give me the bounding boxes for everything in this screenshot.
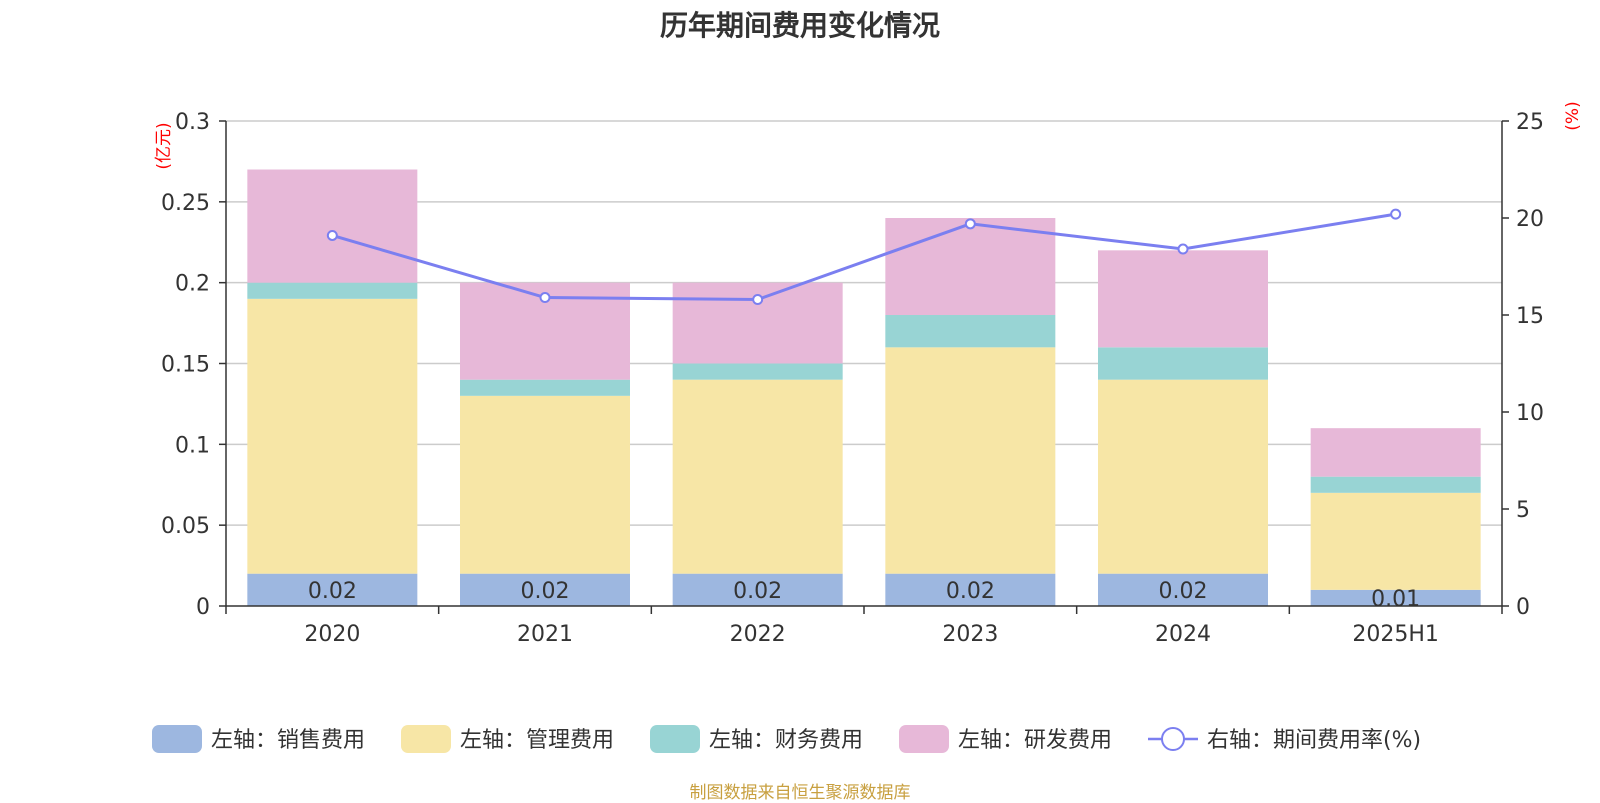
bar-segment: [460, 573, 630, 606]
legend-item: 左轴：销售费用: [152, 725, 365, 753]
stacked-bars: [247, 169, 1481, 606]
bar-data-label: 0.02: [946, 579, 995, 604]
legend-item: 右轴：期间费用率(%): [1148, 727, 1421, 753]
bar-segment: [672, 379, 843, 574]
bar-segment: [885, 315, 1056, 348]
legend-label: 左轴：销售费用: [211, 728, 365, 753]
bar-segment: [247, 282, 418, 299]
left-tick-label: 0.1: [175, 433, 210, 458]
rate-line-point: [326, 229, 338, 241]
bar-segment: [1310, 428, 1481, 477]
x-tick-label: 2022: [730, 622, 786, 647]
bar-segment: [247, 298, 418, 574]
bar-segment: [672, 363, 843, 380]
legend-item: 左轴：研发费用: [899, 725, 1112, 753]
left-tick-label: 0.25: [161, 191, 210, 216]
legend-swatch: [650, 725, 700, 753]
left-tick-label: 0.05: [161, 514, 210, 539]
chart-title: 历年期间费用变化情况: [659, 9, 940, 42]
right-tick-label: 5: [1516, 498, 1530, 523]
rate-line-point: [752, 293, 764, 305]
bar-segment: [1098, 573, 1268, 606]
data-labels: 0.02 0.02 0.02 0.02 0.02 0.01: [308, 579, 1420, 612]
bar-data-label: 0.01: [1371, 587, 1420, 612]
legend: 左轴：销售费用 左轴：管理费用 左轴：财务费用 左轴：研发费用 右轴：期间费用率(%): [152, 725, 1421, 753]
right-tick-label: 10: [1516, 401, 1544, 426]
x-tick-label: 2021: [517, 622, 573, 647]
bar-data-label: 0.02: [521, 579, 570, 604]
right-axis-unit: (%): [1563, 101, 1583, 130]
bar-segment: [672, 573, 843, 606]
bar-segment: [247, 573, 418, 606]
legend-swatch: [401, 725, 451, 753]
bar-segment: [885, 573, 1056, 606]
right-tick-label: 15: [1516, 304, 1544, 329]
bar-segment: [1310, 492, 1481, 590]
bar-segment: [885, 218, 1056, 315]
bar-segment: [1098, 250, 1268, 348]
bar-segment: [247, 169, 418, 283]
rate-line-point: [964, 218, 976, 230]
x-tick-label: 2025H1: [1352, 622, 1439, 647]
bar-data-label: 0.02: [1159, 579, 1208, 604]
right-tick-label: 25: [1516, 110, 1544, 135]
right-tick-label: 0: [1516, 595, 1530, 620]
legend-label: 左轴：研发费用: [958, 728, 1112, 753]
left-tick-label: 0.15: [161, 353, 210, 378]
bar-data-label: 0.02: [308, 579, 357, 604]
bar-segment: [460, 395, 630, 574]
bar-data-label: 0.02: [733, 579, 782, 604]
left-tick-label: 0.3: [175, 110, 210, 135]
bar-segment: [1310, 476, 1481, 493]
left-tick-label: 0.2: [175, 272, 210, 297]
x-tick-label: 2024: [1155, 622, 1211, 647]
legend-swatch: [152, 725, 202, 753]
bar-segment: [885, 347, 1056, 574]
rate-line-point: [1177, 243, 1189, 255]
x-tick-label: 2020: [304, 622, 360, 647]
rate-line-path: [331, 212, 1396, 301]
expense-rate-line: [326, 208, 1402, 305]
right-tick-label: 20: [1516, 207, 1544, 232]
legend-label: 左轴：财务费用: [709, 728, 863, 753]
rate-line-point: [1390, 208, 1402, 220]
legend-swatch: [899, 725, 949, 753]
rate-line-point: [539, 292, 551, 304]
left-tick-label: 0: [196, 595, 210, 620]
legend-marker-icon: [1161, 727, 1185, 751]
bar-segment: [1098, 347, 1268, 380]
bar-segment: [460, 379, 630, 396]
bar-segment: [1098, 379, 1268, 574]
legend-label: 左轴：管理费用: [460, 728, 614, 753]
bar-segment: [1310, 589, 1481, 606]
grid-lines: [226, 120, 1502, 526]
legend-item: 左轴：财务费用: [650, 725, 863, 753]
x-tick-label: 2023: [942, 622, 998, 647]
left-axis-unit: (亿元): [154, 122, 174, 169]
legend-item: 左轴：管理费用: [401, 725, 614, 753]
legend-label: 右轴：期间费用率(%): [1207, 728, 1421, 753]
source-note: 制图数据来自恒生聚源数据库: [689, 783, 911, 803]
axes: 0 0.05 0.1 0.15 0.2 0.25 0.3 0 5 10 15 20 25 2020 2021…: [154, 101, 1583, 647]
